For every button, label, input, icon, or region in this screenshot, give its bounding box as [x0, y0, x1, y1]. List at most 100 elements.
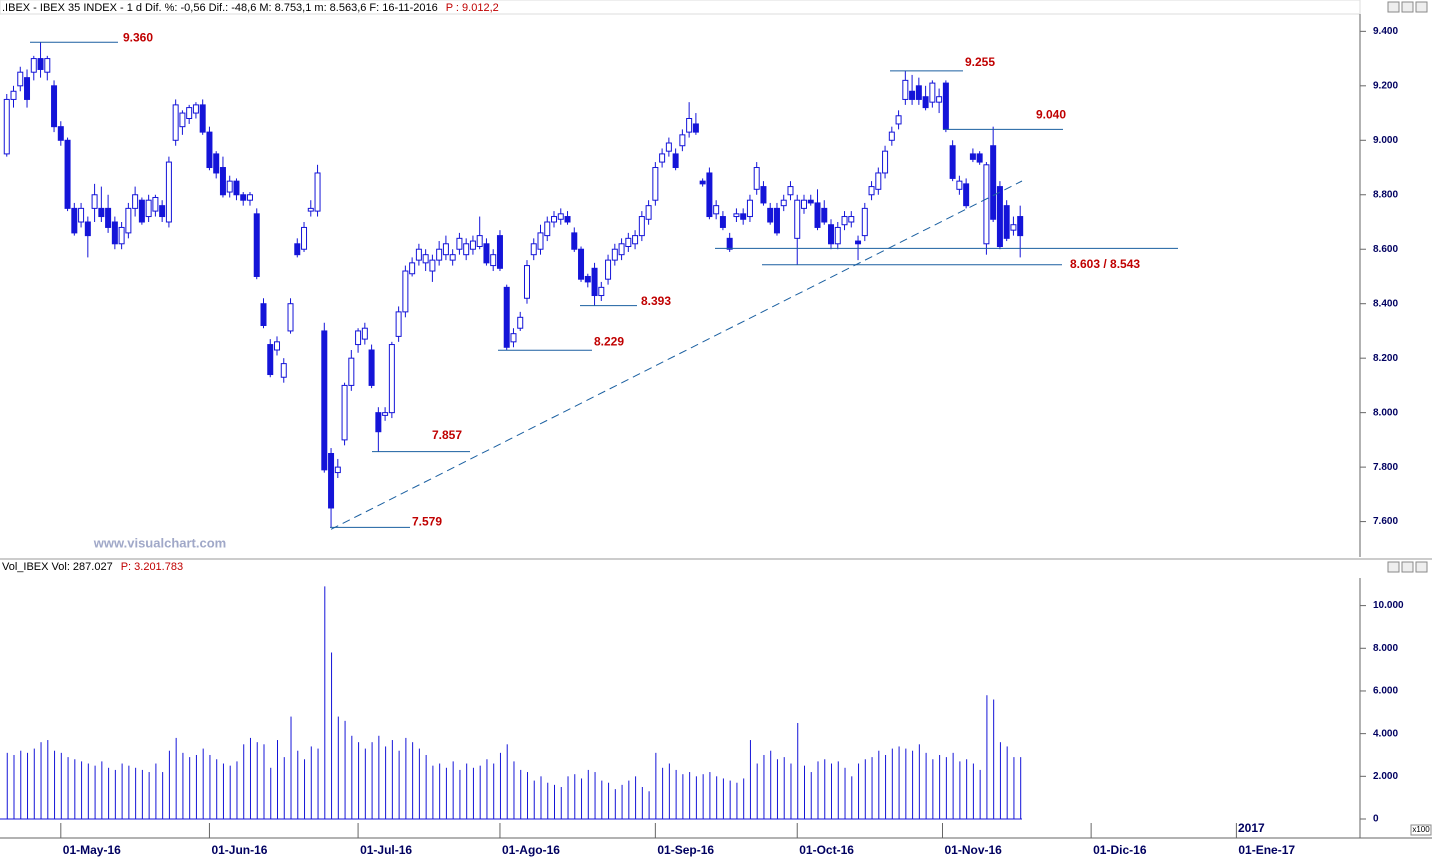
candle-body	[490, 254, 497, 267]
candle-body	[105, 207, 112, 228]
x-tick-label: 01-Sep-16	[657, 843, 714, 857]
y-tick-label: 8.200	[1373, 353, 1398, 364]
candle-body	[395, 311, 402, 337]
candle-body	[990, 145, 997, 220]
candle-body	[929, 82, 936, 103]
candle-body	[909, 90, 916, 100]
candle-body	[159, 205, 166, 218]
candle-body	[598, 286, 605, 297]
candle-body	[740, 213, 747, 220]
candle-body	[206, 131, 213, 169]
candle-body	[848, 216, 855, 223]
unit-label: x100	[1412, 825, 1430, 834]
y-tick-label: 9.200	[1373, 80, 1398, 91]
candle-body	[314, 172, 321, 212]
candle-body	[334, 466, 341, 474]
candle-body	[726, 237, 733, 250]
candle-body	[652, 167, 659, 201]
button-close[interactable]	[1415, 561, 1428, 573]
level-label: 9.255	[965, 55, 995, 69]
candle-body	[253, 213, 260, 277]
candle-body	[1003, 205, 1010, 239]
candle-body	[625, 237, 632, 248]
candle-body	[551, 216, 558, 223]
candle-body	[125, 207, 132, 234]
candle-body	[199, 104, 206, 133]
candle-body	[733, 213, 740, 218]
candle-body	[172, 104, 179, 141]
candle-body	[1017, 216, 1024, 237]
candle-body	[17, 71, 24, 87]
y-tick-label: 8.600	[1373, 244, 1398, 255]
candle-body	[915, 85, 922, 100]
candle-body	[219, 167, 226, 196]
button-close[interactable]	[1415, 1, 1428, 13]
price-last: P : 9.012,2	[446, 2, 499, 14]
candle-body	[111, 221, 118, 245]
level-label: 8.393	[641, 294, 671, 308]
y-tick-label: 8.800	[1373, 189, 1398, 200]
candle-body	[834, 226, 841, 245]
candle-body	[132, 194, 139, 209]
candle-body	[713, 205, 720, 215]
candle-body	[118, 226, 125, 245]
candle-body	[868, 186, 875, 196]
candle-body	[855, 240, 862, 245]
candle-body	[706, 172, 713, 218]
volume-last: P: 3.201.783	[121, 561, 183, 573]
candle-body	[949, 145, 956, 179]
button-up[interactable]	[1387, 561, 1400, 573]
candle-body	[260, 303, 267, 326]
candle-body	[821, 207, 828, 223]
candle-body	[523, 265, 530, 299]
candle-body	[861, 207, 868, 237]
candle-body	[1010, 224, 1017, 231]
candle-body	[213, 153, 220, 174]
candle-body	[605, 259, 612, 280]
candle-body	[341, 384, 348, 441]
candle-body	[192, 104, 199, 114]
y-tick-label: 2.000	[1373, 771, 1398, 782]
candle-body	[138, 199, 145, 223]
candle-body	[503, 286, 510, 348]
x-tick-label: 01-Ago-16	[502, 843, 560, 857]
candle-body	[699, 180, 706, 185]
y-tick-label: 10.000	[1373, 600, 1404, 611]
button-min[interactable]	[1401, 1, 1414, 13]
candle-body	[787, 186, 794, 196]
candle-body	[510, 333, 517, 343]
candle-body	[98, 207, 105, 218]
candle-body	[692, 123, 699, 133]
volume-header: Vol_IBEX Vol: 287.027	[2, 561, 113, 573]
candle-body	[557, 213, 564, 220]
candle-body	[3, 98, 10, 155]
level-label: 8.229	[594, 334, 624, 348]
level-label: 9.040	[1036, 108, 1066, 122]
candle-body	[679, 134, 686, 147]
candle-body	[686, 117, 693, 133]
candle-body	[773, 207, 780, 234]
candle-body	[476, 235, 483, 248]
level-label: 8.603 / 8.543	[1070, 257, 1140, 271]
candle-body	[969, 153, 976, 160]
y-tick-label: 7.600	[1373, 516, 1398, 527]
y-tick-label: 8.000	[1373, 643, 1398, 654]
y-tick-label: 6.000	[1373, 686, 1398, 697]
level-label: 7.857	[432, 428, 462, 442]
candle-body	[767, 207, 774, 223]
y-tick-label: 8.400	[1373, 298, 1398, 309]
button-up[interactable]	[1387, 1, 1400, 13]
candle-body	[638, 216, 645, 237]
candle-body	[882, 150, 889, 174]
candle-body	[186, 107, 193, 119]
candle-body	[922, 96, 929, 109]
candle-body	[321, 330, 328, 471]
button-min[interactable]	[1401, 561, 1414, 573]
candle-body	[996, 186, 1003, 248]
candle-body	[983, 164, 990, 245]
candle-body	[963, 183, 970, 207]
candle-body	[530, 243, 537, 256]
x-tick-label: 01-Jul-16	[360, 843, 412, 857]
